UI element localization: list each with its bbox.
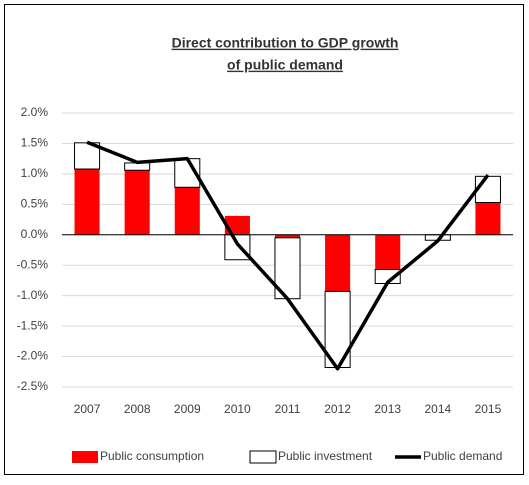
bar [124,170,150,235]
x-tick-label: 2007 [74,402,101,416]
y-tick-label: -1.5% [17,318,49,332]
x-tick-label: 2012 [324,402,351,416]
legend-label: Public consumption [100,449,204,463]
y-tick-label: 2.0% [21,105,49,119]
y-tick-label: -1.0% [17,288,49,302]
legend-label: Public investment [278,449,373,463]
chart-title: of public demand [227,57,343,73]
x-tick-label: 2009 [174,402,201,416]
bar [375,234,401,270]
y-tick-label: 1.0% [21,166,49,180]
bar [274,234,301,238]
legend-swatch [249,450,277,464]
bar [475,202,501,235]
x-tick-label: 2011 [275,402,301,416]
legend-label: Public demand [423,449,502,463]
bar [274,237,301,300]
y-tick-label: 0.5% [21,197,49,211]
y-tick-label: -2.5% [17,379,49,393]
x-tick-label: 2008 [124,402,151,416]
line [86,140,490,371]
legend-swatch [72,451,98,463]
bar [474,175,501,204]
y-tick-label: 1.5% [21,136,49,150]
chart-title: Direct contribution to GDP growth [172,35,399,51]
x-tick-label: 2015 [475,402,502,416]
bar [325,234,351,292]
y-tick-label: -0.5% [17,257,49,271]
bar [74,169,100,235]
y-tick-label: -2.0% [17,349,49,363]
x-tick-label: 2013 [374,402,401,416]
bar [174,187,200,235]
x-tick-label: 2014 [424,402,451,416]
x-tick-label: 2010 [224,402,251,416]
y-tick-label: 0.0% [21,227,49,241]
